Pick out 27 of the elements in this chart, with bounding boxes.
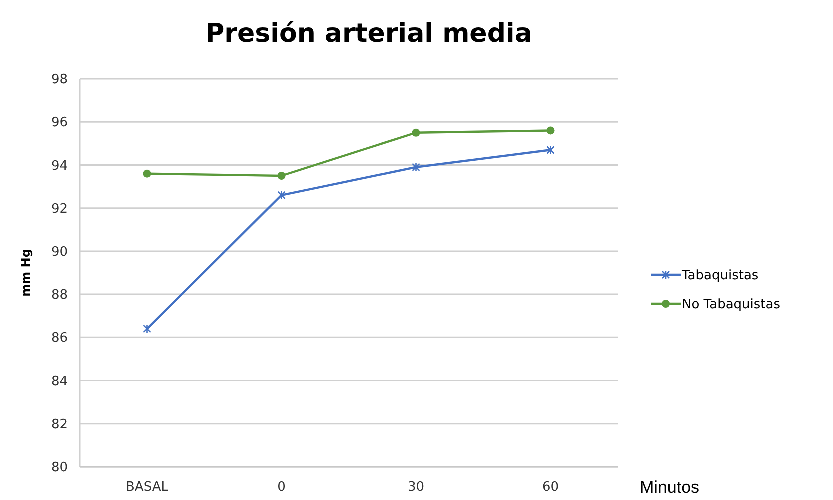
point <box>143 324 152 334</box>
legend-label: No Tabaquistas <box>682 298 781 313</box>
x-axis-title: Minutos <box>640 478 700 497</box>
point <box>143 170 152 178</box>
y-tick-label: 96 <box>51 116 68 131</box>
y-tick-label: 84 <box>51 374 68 390</box>
point <box>546 126 555 135</box>
point <box>278 172 286 180</box>
y-tick-label: 94 <box>51 158 68 174</box>
x-tick-label: BASAL <box>126 480 170 495</box>
y-tick-label: 88 <box>51 288 68 304</box>
x-tick-label: 30 <box>408 480 425 495</box>
point <box>278 190 286 200</box>
x-tick-label: 0 <box>278 480 286 495</box>
legend-label: Tabaquistas <box>681 268 759 284</box>
x-tick-label: 60 <box>542 480 560 495</box>
y-tick-label: 98 <box>51 72 68 88</box>
y-tick-label: 86 <box>51 331 68 346</box>
y-tick-label: 82 <box>51 417 68 432</box>
y-tick-label: 92 <box>51 202 68 217</box>
point <box>546 145 555 155</box>
y-tick-label: 90 <box>51 244 68 260</box>
point <box>412 128 420 137</box>
chart-title: Presión arterial media <box>206 19 532 49</box>
y-axis-title: mm Hg <box>19 249 33 297</box>
point <box>412 162 420 172</box>
y-tick-label: 80 <box>51 460 68 476</box>
